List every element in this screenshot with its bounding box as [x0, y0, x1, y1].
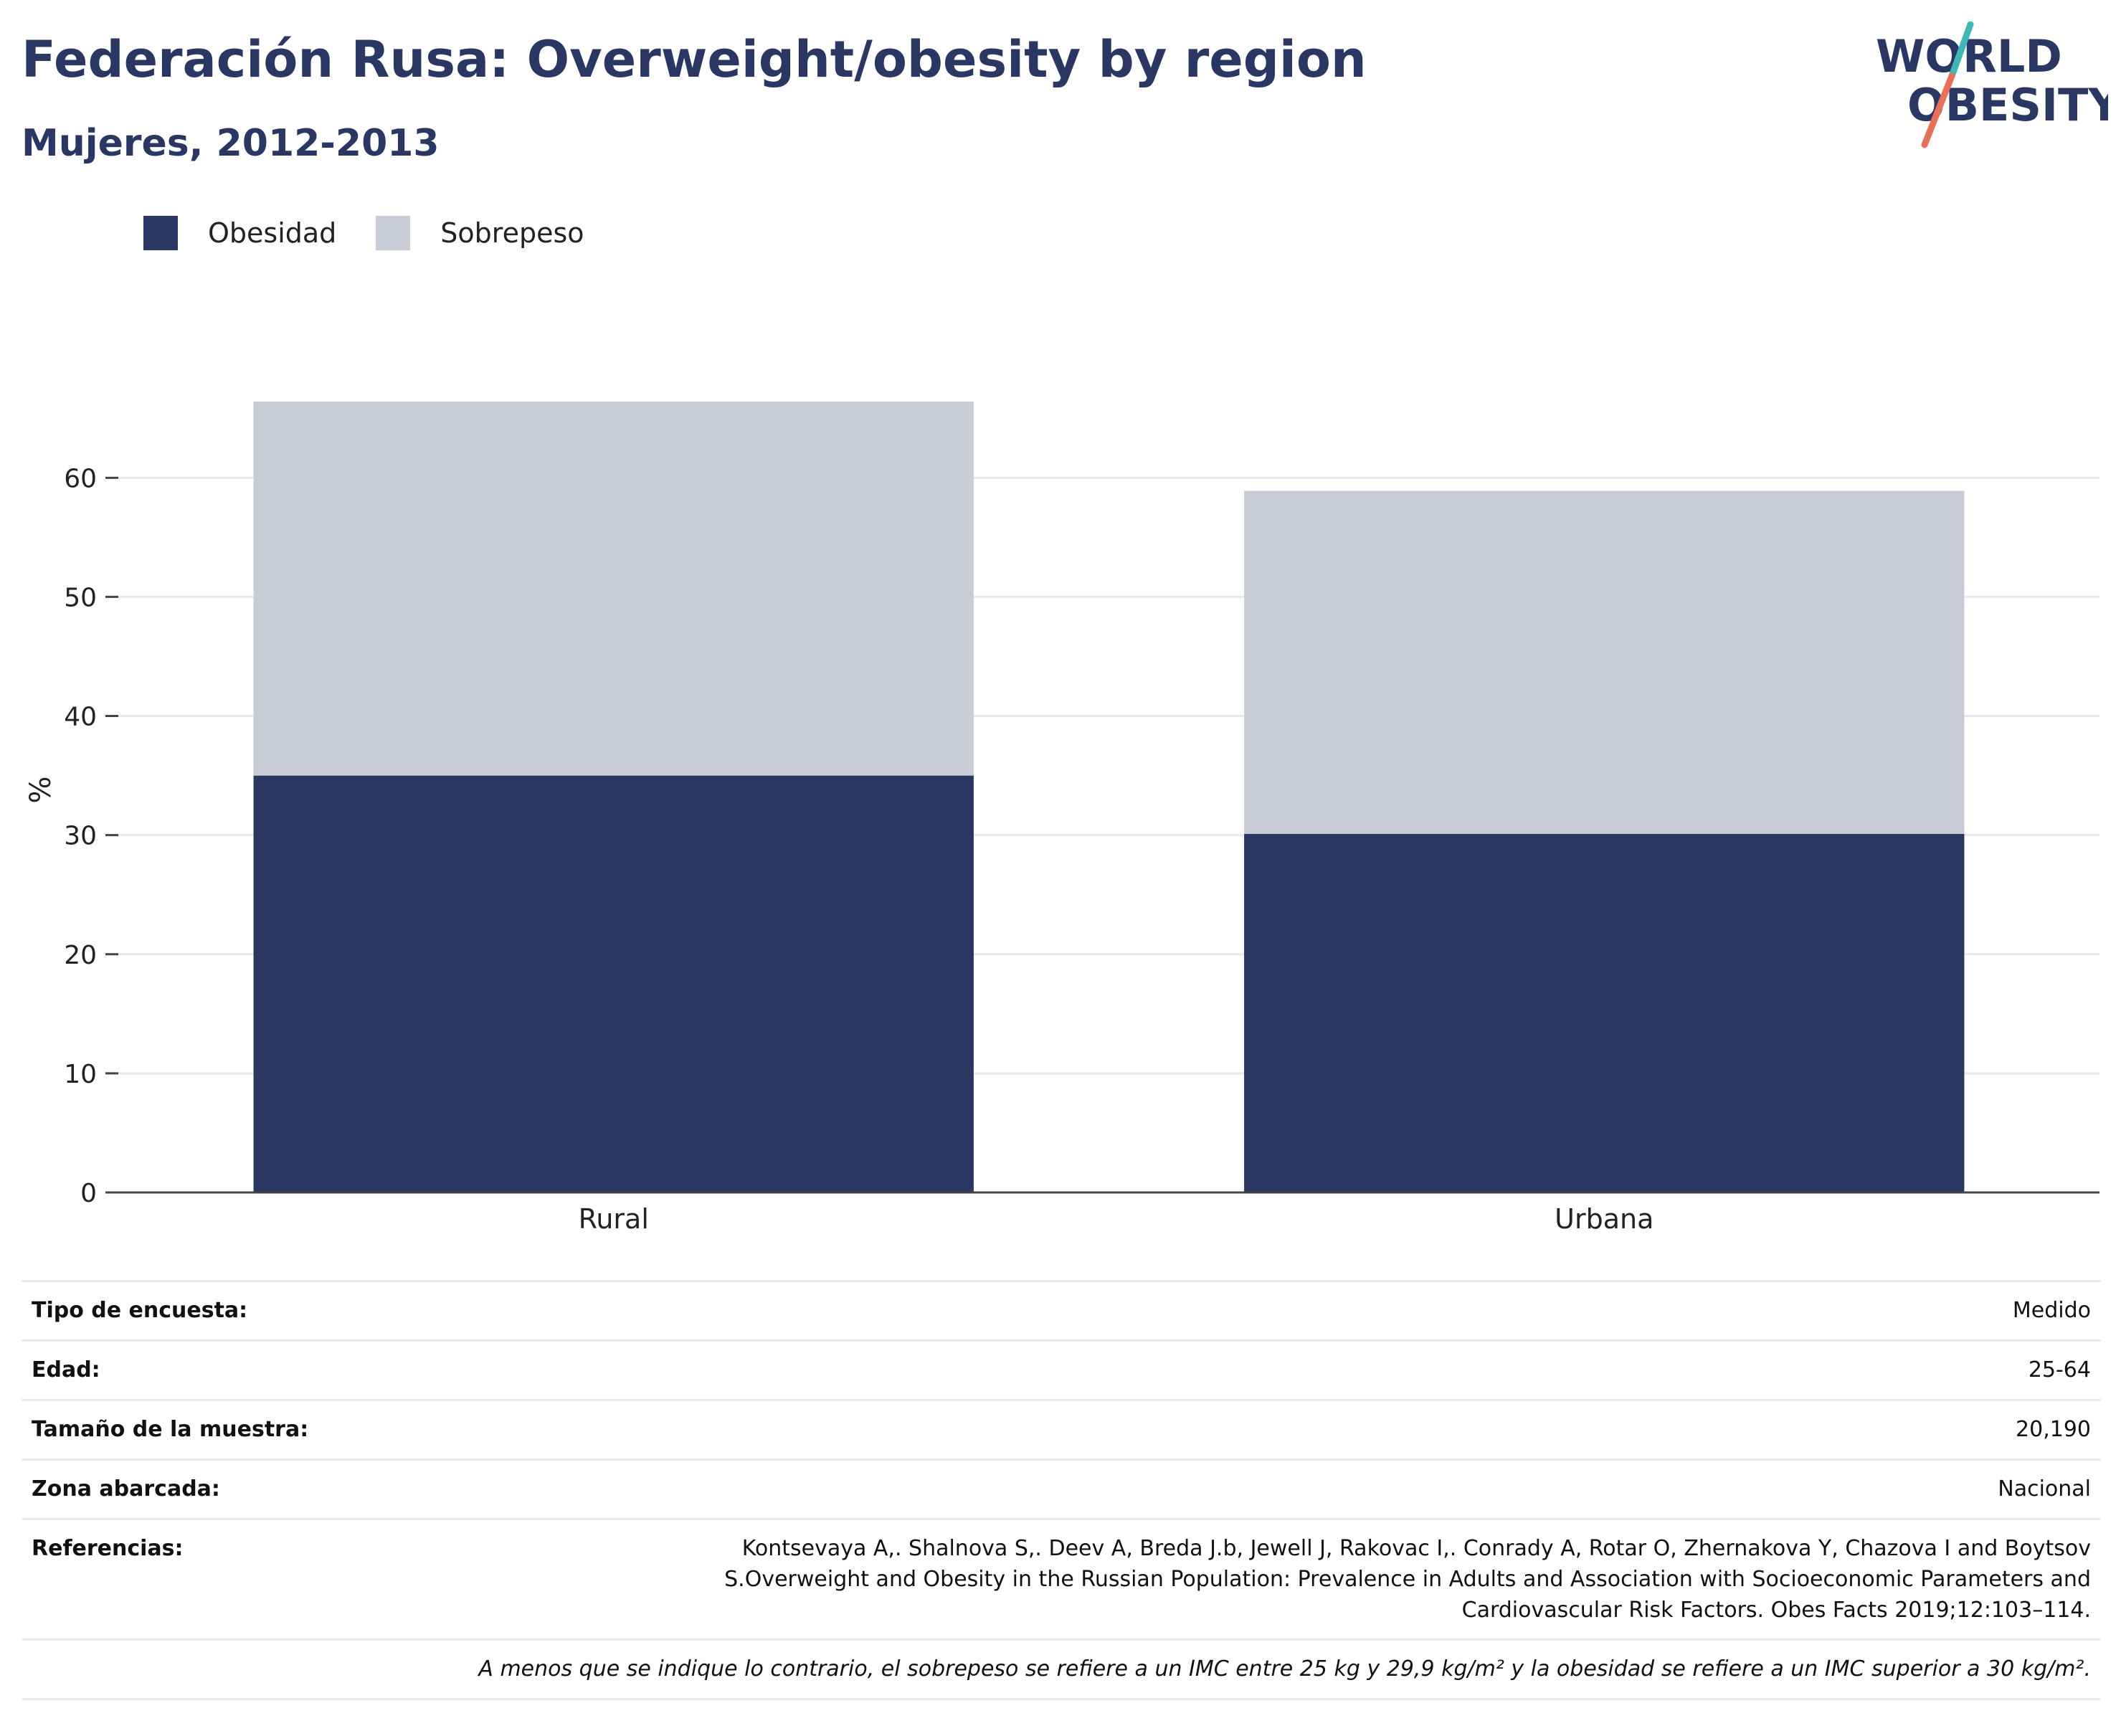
legend-swatch-obesidad — [143, 216, 178, 250]
x-tick-label: Urbana — [1555, 1203, 1653, 1235]
info-key: Tamaño de la muestra: — [22, 1399, 389, 1460]
y-tick-label: 60 — [64, 464, 97, 493]
chart-subtitle: Mujeres, 2012-2013 — [22, 122, 440, 165]
bar-obesidad-rural — [253, 775, 974, 1192]
info-key: Edad: — [22, 1339, 389, 1400]
info-row-note: A menos que se indique lo contrario, el … — [22, 1638, 2101, 1700]
bar-obesidad-urbana — [1244, 833, 1965, 1192]
y-tick-label: 10 — [64, 1060, 97, 1089]
y-tick-label: 40 — [64, 703, 97, 732]
info-key: Tipo de encuesta: — [22, 1280, 389, 1341]
legend-item-obesidad[interactable]: Obesidad — [143, 216, 336, 250]
info-value: 25-64 — [388, 1339, 2101, 1400]
info-row-references: Referencias: Kontsevaya A,. Shalnova S,.… — [22, 1518, 2101, 1640]
legend-label-obesidad: Obesidad — [208, 217, 337, 249]
bar-sobrepeso-rural — [253, 402, 974, 776]
reference-line: Kontsevaya A,. Shalnova S,. Deev A, Bred… — [741, 1536, 2091, 1561]
y-tick-label: 0 — [80, 1179, 97, 1208]
legend-swatch-sobrepeso — [376, 216, 411, 250]
x-tick-label: Rural — [579, 1203, 649, 1235]
info-row-survey-type: Tipo de encuesta: Medido — [22, 1280, 2101, 1341]
y-axis-label: % — [24, 776, 57, 803]
info-value: 20,190 — [388, 1399, 2101, 1460]
legend-item-sobrepeso[interactable]: Sobrepeso — [376, 216, 584, 250]
bar-chart: 0 10 20 30 40 50 60% Rural Urbana — [24, 402, 2099, 1235]
logo-slash-bottom — [1921, 72, 1955, 148]
y-tick-label: 20 — [64, 941, 97, 970]
bar-sobrepeso-urbana — [1244, 490, 1965, 834]
info-row-age: Edad: 25-64 — [22, 1339, 2101, 1400]
info-key: Zona abarcada: — [22, 1458, 389, 1519]
legend-label-sobrepeso: Sobrepeso — [440, 217, 584, 249]
info-row-coverage: Zona abarcada: Nacional — [22, 1458, 2101, 1519]
logo-word-world: WORLD — [1876, 30, 2062, 82]
references-text: Kontsevaya A,. Shalnova S,. Deev A, Bred… — [388, 1518, 2101, 1640]
logo-slash-top — [1948, 22, 1974, 80]
y-tick-label: 50 — [64, 583, 97, 612]
info-value: Nacional — [388, 1458, 2101, 1519]
survey-info-table: Tipo de encuesta: Medido Edad: 25-64 Tam… — [22, 1280, 2101, 1700]
reference-line: Cardiovascular Risk Factors. Obes Facts … — [1461, 1598, 2091, 1623]
reference-line: S.Overweight and Obesity in the Russian … — [724, 1567, 2091, 1592]
y-tick-label: 30 — [64, 822, 97, 851]
info-value: Medido — [388, 1280, 2101, 1341]
info-key: Referencias: — [22, 1518, 389, 1640]
world-obesity-logo: WORLD OBESITY — [1864, 22, 2108, 151]
chart-title: Federación Rusa: Overweight/obesity by r… — [22, 30, 1367, 89]
bmi-definition-note: A menos que se indique lo contrario, el … — [22, 1638, 2101, 1700]
chart-legend: Obesidad Sobrepeso — [143, 215, 624, 251]
info-row-sample-size: Tamaño de la muestra: 20,190 — [22, 1399, 2101, 1460]
